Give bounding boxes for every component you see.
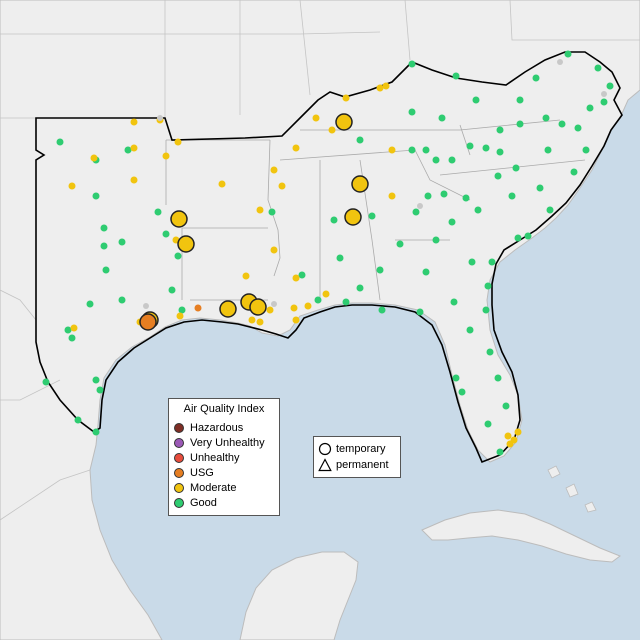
temporary-monitors	[139, 113, 369, 331]
legend-item-usg: USG	[174, 466, 214, 480]
temporary-monitor-marker	[177, 235, 195, 253]
permanent-monitors-moderate	[68, 82, 522, 448]
temporary-monitor-marker	[249, 298, 267, 316]
temporary-monitor-marker	[170, 210, 188, 228]
good-swatch	[174, 498, 184, 508]
state-boundaries	[0, 0, 640, 521]
legend-item-unhealthy: Unhealthy	[174, 451, 240, 465]
temporary-label: temporary	[336, 443, 386, 455]
temporary-monitor-marker	[139, 313, 157, 331]
circle-icon	[318, 442, 332, 456]
legend-label: Moderate	[190, 482, 237, 494]
monitor-type-legend: temporary permanent	[313, 436, 401, 478]
legend-title: Air Quality Index	[183, 403, 265, 415]
unhealthy-swatch	[174, 453, 184, 463]
yucatan	[239, 551, 359, 640]
legend-item-hazardous: Hazardous	[174, 421, 243, 435]
very-unhealthy-swatch	[174, 438, 184, 448]
legend-label: Hazardous	[190, 422, 244, 434]
moderate-swatch	[174, 483, 184, 493]
legend-label: Very Unhealthy	[190, 437, 265, 449]
permanent-monitors-usg	[194, 304, 202, 312]
legend-item-moderate: Moderate	[174, 481, 236, 495]
temporary-monitor-marker	[219, 300, 237, 318]
legend-label: USG	[190, 467, 214, 479]
permanent-monitors-good	[42, 50, 614, 456]
triangle-icon	[318, 458, 332, 472]
permanent-label: permanent	[336, 459, 389, 471]
legend-label: Unhealthy	[190, 452, 240, 464]
temporary-monitor-marker	[344, 208, 362, 226]
legend-item-very-unhealthy: Very Unhealthy	[174, 436, 265, 450]
bahamas	[547, 465, 597, 513]
legend-item-permanent: permanent	[318, 457, 389, 473]
temporary-monitor-marker	[351, 175, 369, 193]
temporary-monitor-marker	[335, 113, 353, 131]
legend-item-temporary: temporary	[318, 441, 386, 457]
permanent-monitors-nodata	[143, 59, 607, 309]
legend-label: Good	[190, 497, 217, 509]
legend-item-good: Good	[174, 496, 217, 510]
cuba	[421, 509, 622, 563]
aqi-legend: Air Quality Index Hazardous Very Unhealt…	[168, 398, 280, 516]
hazardous-swatch	[174, 423, 184, 433]
usg-swatch	[174, 468, 184, 478]
